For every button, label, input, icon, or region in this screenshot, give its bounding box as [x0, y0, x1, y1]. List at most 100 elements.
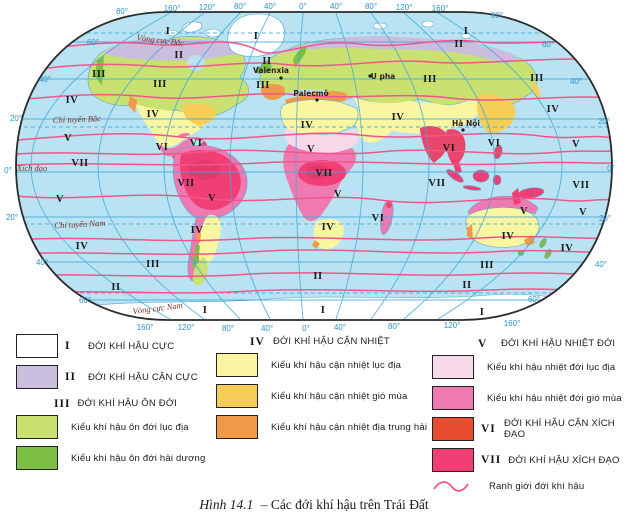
climate-zone-numeral: II	[313, 271, 322, 282]
degree-label: 80°	[388, 322, 400, 331]
degree-label: 40°	[261, 324, 273, 333]
climate-zone-numeral: IV	[76, 241, 89, 252]
climate-zone-numeral: I	[254, 31, 259, 42]
legend-label: ĐỚI KHÍ HẬU CỰC	[88, 340, 175, 352]
climate-zone-numeral: II	[454, 39, 463, 50]
degree-label: 40°	[264, 2, 276, 11]
legend-col-2: IV ĐỚI KHÍ HẬU CẬN NHIỆT Kiểu khí hậu cận …	[216, 334, 430, 446]
degree-label: 60°	[87, 38, 99, 47]
climate-zone-numeral: III	[153, 79, 167, 90]
world-climate-map: 80° 160° 120° 80° 40° 0° 40° 80° 120° 160° 80° 60° 4…	[4, 2, 615, 333]
degree-label: 20°	[10, 114, 22, 123]
degree-label: 20°	[6, 213, 18, 222]
legend-label: Kiểu khí hậu nhiệt đới gió mùa	[487, 392, 622, 404]
degree-label: 160°	[164, 4, 181, 13]
legend-swatch	[432, 386, 474, 410]
climate-zone-numeral: III	[146, 259, 160, 270]
climate-zone-numeral: IV	[322, 222, 335, 233]
climate-zone-numeral: VII	[572, 180, 589, 191]
legend-label: Ranh giới đới khí hậu	[489, 481, 585, 492]
city-dot	[279, 76, 283, 80]
climate-zone-numeral: I	[203, 305, 208, 316]
climate-zone-numeral: III	[480, 260, 494, 271]
climate-zone-numeral: IV	[502, 231, 515, 242]
city-label: U pha	[371, 72, 395, 81]
degree-label: 120°	[444, 321, 461, 330]
climate-zone-numeral: II	[462, 280, 471, 291]
degree-label: 80°	[365, 2, 377, 11]
caption-title: – Các đới khí hậu trên Trái Đất	[260, 497, 429, 512]
legend-item: Kiểu khí hậu nhiệt đới lục địa	[432, 355, 628, 379]
climate-zone-numeral: IV	[392, 112, 405, 123]
legend-item: Kiểu khí hậu cận nhiệt gió mùa	[216, 384, 430, 408]
degree-label: 0°	[299, 2, 307, 11]
climate-zone-numeral: V	[307, 144, 315, 155]
climate-zone-numeral: VI	[372, 213, 385, 224]
climate-zone-numeral: V	[334, 189, 342, 200]
degree-label: 0°	[607, 164, 615, 173]
climate-zone-numeral: I	[166, 26, 171, 37]
legend-swatch	[432, 448, 474, 472]
city-label: Valenxia	[253, 66, 289, 75]
legend-item: Kiểu khí hậu ôn đới hải dương	[16, 446, 214, 470]
climate-zone-numeral: V	[572, 139, 580, 150]
legend-item: I ĐỚI KHÍ HẬU CỰC	[16, 334, 214, 358]
latitude-line-label: Chí tuyến Bắc	[53, 113, 102, 125]
climate-zone-numeral: V	[520, 206, 528, 217]
caption-label: Hình 14.1	[199, 497, 254, 512]
legend-swatch	[432, 355, 474, 379]
degree-label: 120°	[178, 323, 195, 332]
climate-zone-numeral: VII	[428, 178, 445, 189]
city-dot	[315, 98, 319, 102]
climate-zone-numeral: I	[464, 26, 469, 37]
legend-label: ĐỚI KHÍ HẬU XÍCH ĐẠO	[508, 454, 620, 466]
legend-item: Ranh giới đới khí hậu	[432, 479, 628, 494]
climate-zone-numeral: VII	[177, 178, 194, 189]
climate-zone-numeral: III	[256, 80, 270, 91]
legend-zone-numeral: VI	[481, 423, 496, 435]
city-label: Palecmô	[293, 89, 328, 98]
degree-label: 60°	[528, 295, 540, 304]
degree-label: 160°	[137, 323, 154, 332]
degree-label: 40°	[570, 77, 582, 86]
climate-zone-boundaries	[16, 39, 612, 294]
legend-col-3: V ĐỚI KHÍ HẬU NHIỆT ĐỚI Kiểu khí hậu nhiệt…	[432, 336, 628, 501]
climate-zone-numeral: I	[480, 307, 485, 318]
climate-zone-numeral: IV	[191, 225, 204, 236]
boundary-line-icon	[433, 481, 469, 492]
climate-zone-numeral: V	[579, 207, 587, 218]
legend-zone-numeral: II	[65, 371, 76, 383]
legend-label: ĐỚI KHÍ HẬU CẬN XÍCH ĐẠO	[504, 418, 615, 440]
climate-zone-numeral: IV	[66, 95, 79, 106]
climate-zone-numeral: IV	[301, 120, 314, 131]
city-dot	[461, 128, 465, 132]
legend-item: Kiểu khí hậu cận nhiệt lục địa	[216, 353, 430, 377]
legend-item: II ĐỚI KHÍ HẬU CẬN CỰC	[16, 365, 214, 389]
climate-zone-numeral: V	[208, 193, 216, 204]
climate-zone-numeral: V	[64, 133, 72, 144]
climate-zone-numeral: V	[56, 194, 64, 205]
legend-swatch	[16, 446, 58, 470]
climate-zone-numeral: VII	[71, 158, 88, 169]
legend-zone-numeral: IV	[250, 335, 265, 348]
legend-zone-numeral: I	[65, 340, 71, 352]
legend-item: III ĐỚI KHÍ HẬU ÔN ĐỚI	[16, 396, 214, 411]
legend-item: VI ĐỚI KHÍ HẬU CẬN XÍCH ĐẠO	[432, 417, 628, 441]
legend-label: ĐỚI KHÍ HẬU CẬN NHIỆT	[273, 336, 390, 347]
legend-label: ĐỚI KHÍ HẬU ÔN ĐỚI	[77, 398, 178, 409]
legend-swatch	[16, 334, 58, 358]
degree-label: 60°	[79, 296, 91, 305]
climate-zone-numeral: III	[530, 73, 544, 84]
city-dot	[368, 74, 372, 78]
legend-zone-numeral: VII	[481, 454, 502, 466]
legend-label: Kiểu khí hậu nhiệt đới lục địa	[487, 361, 616, 373]
legend-swatch	[216, 353, 258, 377]
degree-label: 40°	[330, 2, 342, 11]
degree-label: 40°	[39, 75, 51, 84]
climate-zone-numeral: VI	[156, 142, 169, 153]
legend-label: Kiểu khí hậu cận nhiệt địa trung hải	[271, 421, 428, 433]
climate-zone-numeral: VI	[190, 138, 203, 149]
climate-zone-numeral: II	[174, 50, 183, 61]
degree-label: 120°	[199, 3, 216, 12]
climate-zone-numeral: III	[423, 74, 437, 85]
